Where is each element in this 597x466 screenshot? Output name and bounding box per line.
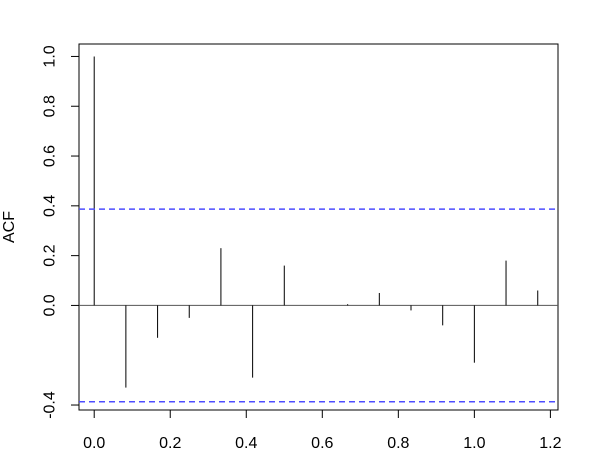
y-tick-label: 0.2 [42, 244, 59, 266]
y-tick-label: 0.8 [42, 95, 59, 117]
plot-frame [78, 43, 559, 411]
x-tick-label: 0.4 [235, 435, 257, 452]
y-tick-label: -0.4 [42, 391, 59, 419]
y-axis: -0.4 0.0 0.2 0.4 0.6 0.8 1.0 [42, 45, 80, 419]
x-tick-label: 0.6 [311, 435, 333, 452]
x-tick-label: 0.0 [83, 435, 105, 452]
acf-bars [79, 56, 558, 388]
x-tick-label: 1.2 [539, 435, 561, 452]
y-tick-label: 1.0 [42, 45, 59, 67]
x-tick-label: 0.8 [387, 435, 409, 452]
x-axis: 0.0 0.2 0.4 0.6 0.8 1.0 1.2 [83, 409, 562, 452]
y-tick-label: 0.0 [42, 294, 59, 316]
y-tick-label: 0.6 [42, 145, 59, 167]
y-axis-title: ACF [1, 211, 18, 243]
x-tick-label: 1.0 [463, 435, 485, 452]
y-tick-label: 0.4 [42, 195, 59, 217]
x-tick-label: 0.2 [159, 435, 181, 452]
